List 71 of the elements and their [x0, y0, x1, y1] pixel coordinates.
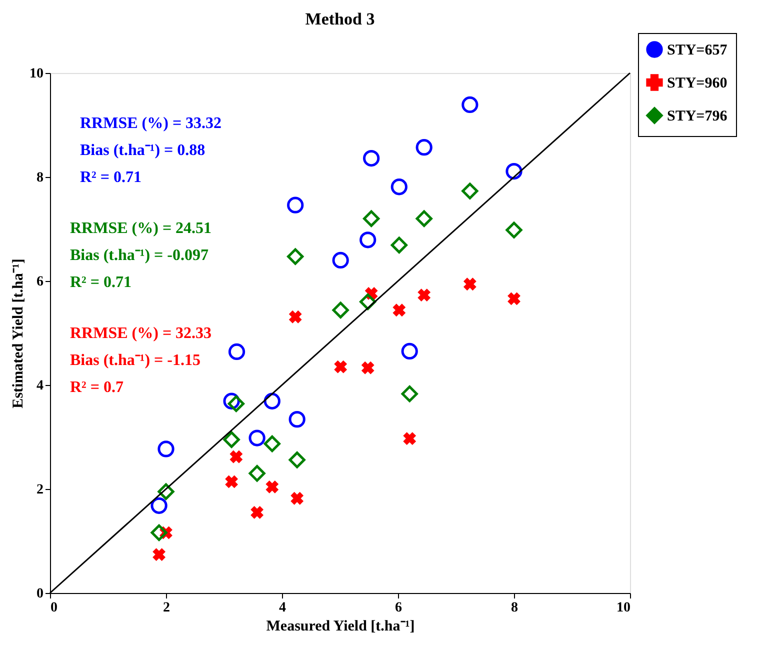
point: [334, 360, 348, 374]
point: [390, 178, 408, 196]
point: [506, 162, 522, 180]
point: [287, 248, 304, 265]
point: [250, 506, 264, 519]
point: [401, 386, 418, 402]
point: [158, 483, 174, 500]
annotation: Bias (t.ha⁻¹) = -1.15: [70, 352, 200, 369]
point: [360, 232, 376, 248]
annotation: R² = 0.7: [70, 379, 124, 396]
legend-label: STY=796: [667, 108, 728, 124]
point: [264, 435, 280, 452]
x-tick-label: 4: [279, 600, 286, 616]
point: [228, 343, 246, 360]
point: [392, 304, 406, 317]
point: [290, 492, 304, 505]
point: [403, 432, 416, 446]
annotation: R² = 0.71: [80, 169, 142, 186]
annotation: R² = 0.71: [70, 274, 132, 291]
point: [332, 302, 349, 318]
point: [508, 292, 520, 306]
x-tick-label: 0: [50, 600, 58, 616]
point: [416, 139, 432, 156]
x-axis-title: Measured Yield [t.ha⁻¹]: [266, 618, 415, 634]
point: [228, 395, 244, 412]
point: [332, 252, 349, 269]
point: [150, 497, 168, 514]
point: [223, 431, 240, 448]
y-axis-title: Estimated Yield [t.ha⁻¹]: [10, 258, 26, 408]
annotation: Bias (t.ha⁻¹) = 0.88: [80, 142, 206, 159]
x-tick-label: 2: [163, 600, 170, 616]
annotation: RRMSE (%) = 33.32: [80, 115, 222, 132]
chart-title: Method 3: [305, 10, 375, 28]
legend-label: STY=960: [667, 76, 728, 92]
point: [418, 288, 431, 302]
legend-label: STY=657: [667, 42, 728, 58]
point: [363, 210, 380, 227]
x-tick-label: 8: [511, 600, 518, 616]
point: [230, 450, 243, 464]
x-tick-label: 10: [616, 600, 630, 616]
point: [264, 392, 280, 410]
point: [361, 361, 374, 374]
point: [288, 411, 306, 428]
y-tick-label: 0: [36, 586, 44, 602]
point: [390, 236, 408, 254]
point: [266, 480, 279, 494]
point: [287, 196, 304, 214]
point: [150, 524, 168, 541]
y-tick-label: 6: [36, 274, 44, 290]
point: [248, 430, 266, 446]
y-tick-label: 4: [36, 378, 44, 394]
point: [462, 96, 478, 114]
point: [158, 440, 174, 458]
x-tick-label: 6: [395, 600, 402, 616]
point: [288, 452, 306, 468]
point: [248, 465, 266, 482]
point: [288, 310, 302, 324]
point: [225, 475, 238, 488]
point: [463, 278, 476, 291]
y-tick-label: 2: [36, 482, 44, 498]
annotation: RRMSE (%) = 32.33: [70, 325, 212, 342]
point: [506, 222, 522, 238]
point: [363, 150, 380, 167]
y-tick-label: 10: [30, 66, 44, 82]
annotation: RRMSE (%) = 24.51: [70, 220, 212, 237]
y-tick-label: 8: [36, 170, 44, 186]
annotation: Bias (t.ha⁻¹) = -0.097: [70, 247, 208, 264]
point: [401, 342, 418, 360]
point: [152, 548, 166, 561]
point: [462, 182, 478, 200]
point: [416, 210, 432, 227]
